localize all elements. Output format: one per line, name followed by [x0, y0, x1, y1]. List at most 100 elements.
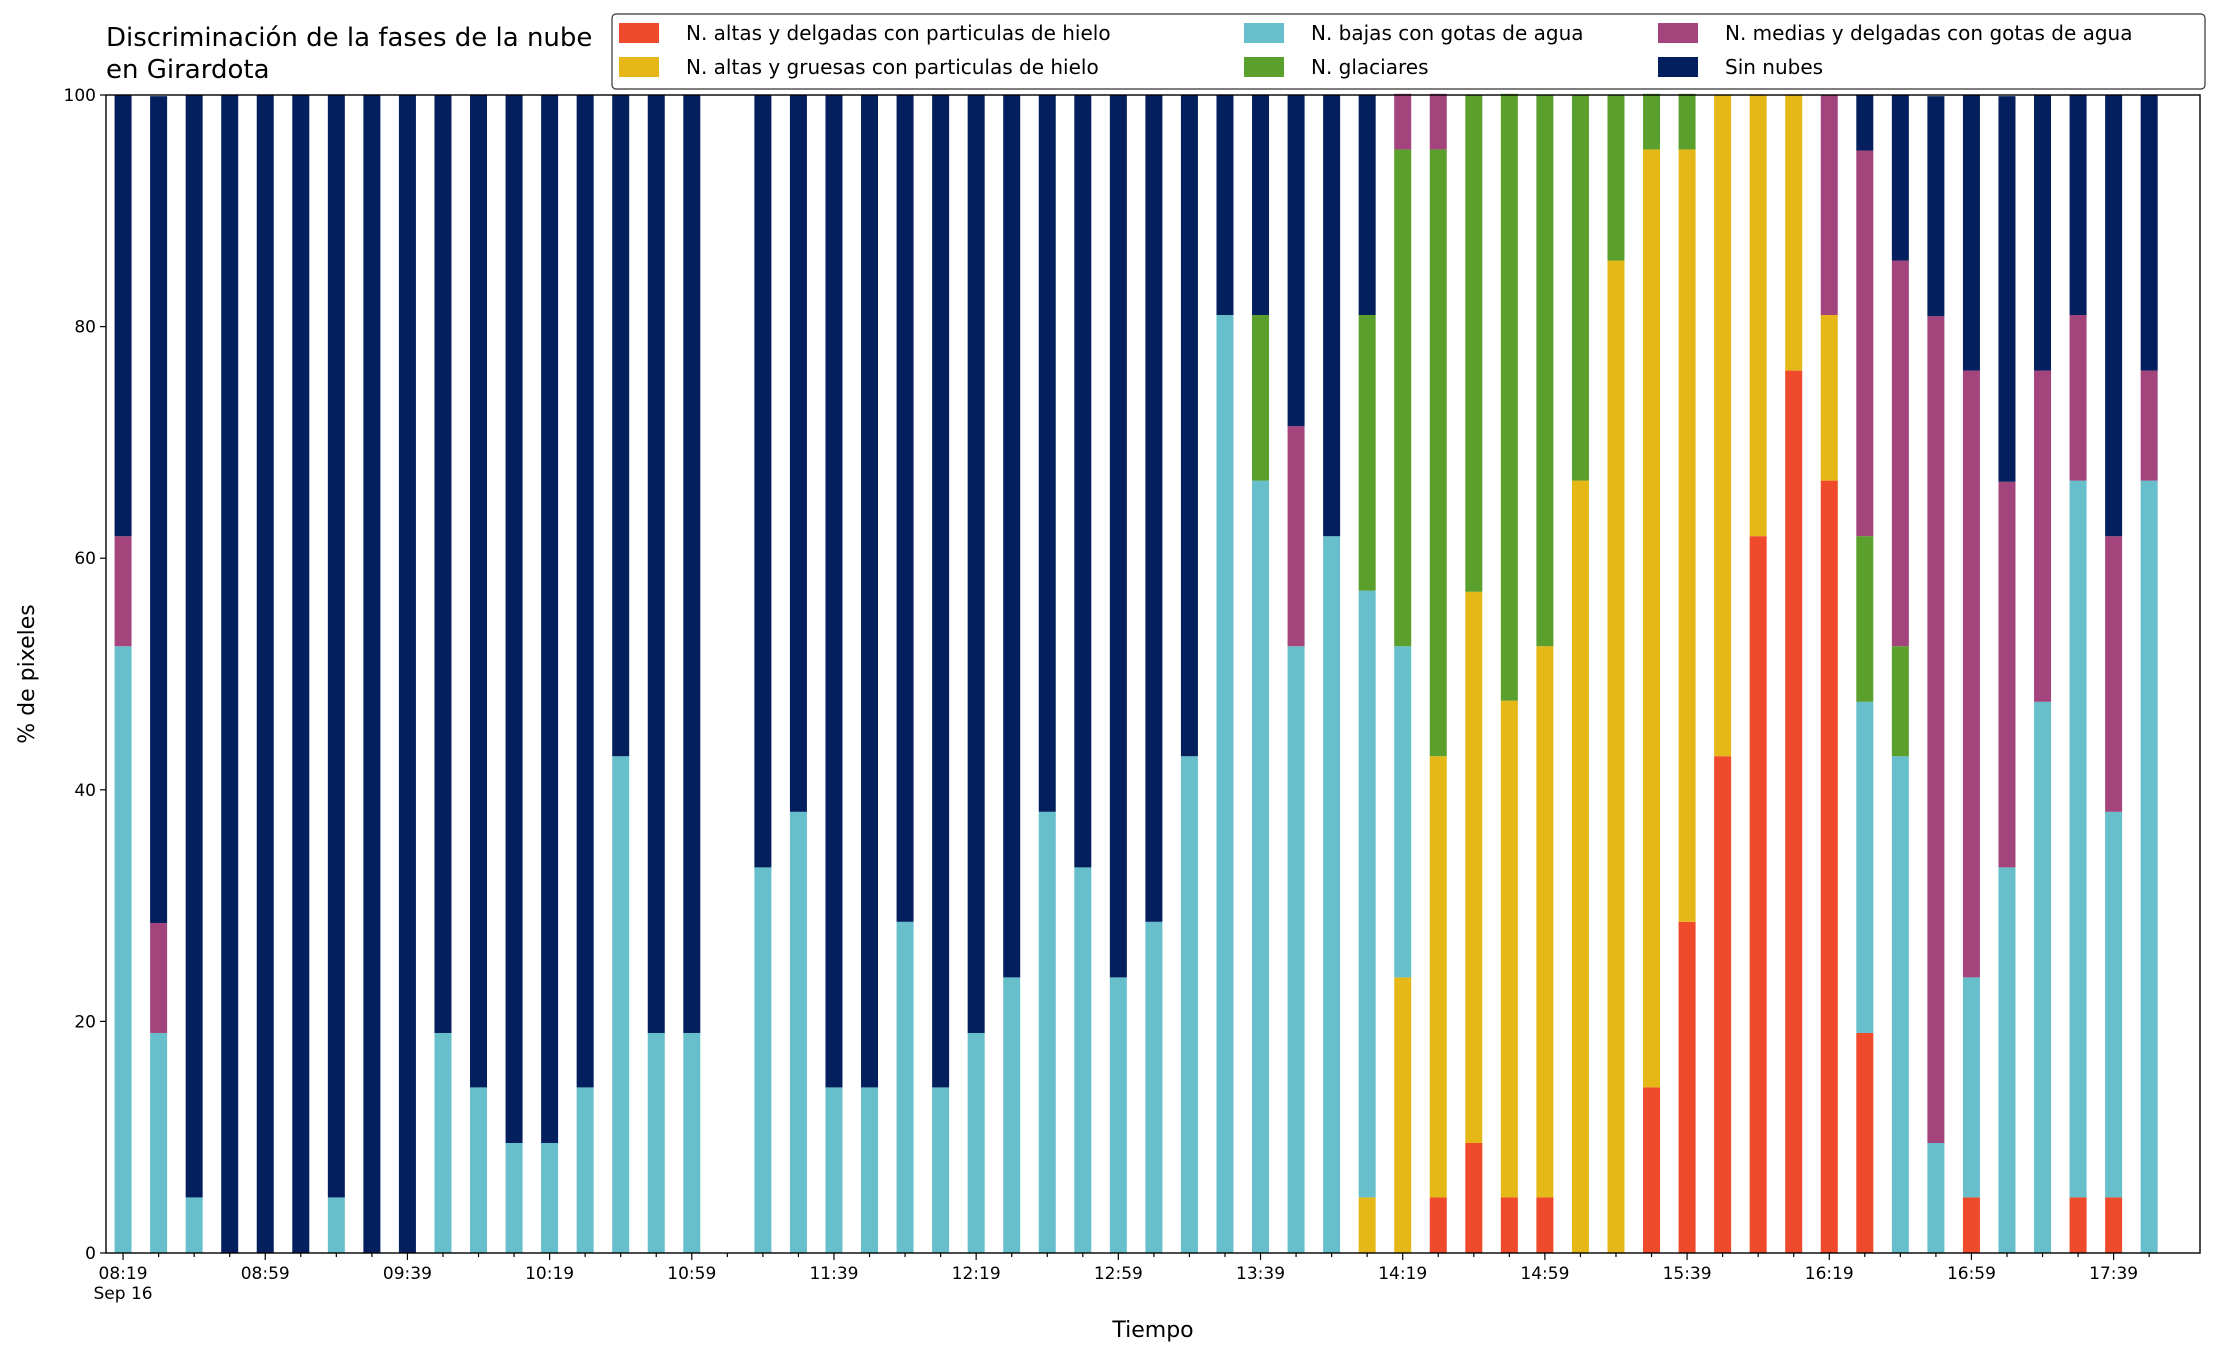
bar-segment — [932, 1087, 950, 1253]
bar-segment — [185, 95, 203, 1198]
bar-segment — [1856, 701, 1874, 1033]
bar-segment — [754, 95, 772, 868]
bar-segment — [1962, 977, 1980, 1198]
bar-segment — [470, 95, 488, 1088]
bar-segment — [1571, 480, 1589, 1253]
bar-segment — [2105, 536, 2123, 812]
bar-segment — [2034, 701, 2052, 1253]
bar-segment — [1145, 95, 1163, 922]
bar-segment — [1927, 96, 1945, 317]
bar-segment — [825, 1087, 843, 1253]
x-date-label: Sep 16 — [94, 1284, 153, 1304]
legend-swatch — [619, 23, 659, 43]
bar-segment — [221, 95, 239, 1253]
legend-swatch — [619, 57, 659, 77]
bar-segment — [327, 95, 345, 1198]
bar-segment — [114, 646, 132, 1253]
bar-segment — [541, 1142, 559, 1253]
legend-swatch — [1658, 23, 1698, 43]
bar-segment — [2034, 370, 2052, 702]
y-tick-label: 40 — [74, 781, 96, 801]
bar-segment — [1927, 1142, 1945, 1253]
bar-segment — [896, 921, 914, 1253]
bar-segment — [1998, 481, 2016, 868]
x-tick-label: 10:59 — [667, 1264, 716, 1284]
y-tick-label: 100 — [64, 86, 96, 106]
bar-segment — [1500, 1197, 1518, 1253]
bar-segment — [292, 95, 310, 1253]
bar-segment — [1180, 95, 1198, 757]
bar-segment — [505, 1142, 523, 1253]
bar-segment — [1394, 646, 1412, 978]
legend-label: N. altas y gruesas con particulas de hie… — [686, 55, 1099, 79]
x-tick-label: 08:59 — [241, 1264, 290, 1284]
bar-segment — [2105, 811, 2123, 1198]
bar-segment — [1891, 260, 1909, 647]
bar-segment — [647, 95, 665, 1033]
y-axis-label: % de pixeles — [15, 604, 40, 743]
bar-segment — [1465, 95, 1483, 592]
bar-segment — [1429, 756, 1447, 1198]
bar-segment — [1749, 95, 1767, 537]
x-tick-label: 12:59 — [1094, 1264, 1143, 1284]
bar-segment — [612, 756, 630, 1253]
bar-segment — [470, 1087, 488, 1253]
bar-segment — [683, 95, 701, 1033]
bar-segment — [576, 1087, 594, 1253]
bar-segment — [1785, 95, 1803, 371]
bar-segment — [256, 95, 274, 1253]
bar-segment — [1287, 426, 1305, 647]
bar-segment — [150, 96, 168, 923]
bar-segment — [2140, 95, 2158, 371]
x-tick-label: 15:39 — [1663, 1264, 1712, 1284]
x-tick-label: 13:39 — [1236, 1264, 1285, 1284]
bar-segment — [2069, 95, 2087, 316]
bar-segment — [1252, 315, 1270, 481]
bar-segment — [1323, 536, 1341, 1253]
bar-segment — [1429, 93, 1447, 150]
bar-segment — [576, 95, 594, 1088]
bar-segment — [114, 536, 132, 647]
legend-label: N. medias y delgadas con gotas de agua — [1725, 21, 2133, 45]
bar-segment — [1003, 977, 1021, 1253]
bar-segment — [1394, 93, 1412, 150]
bar-segment — [825, 95, 843, 1088]
bar-segment — [1678, 921, 1696, 1253]
legend-box — [611, 13, 2206, 90]
y-tick-label: 60 — [74, 549, 96, 569]
bar-segment — [505, 95, 523, 1143]
bar-segment — [1429, 149, 1447, 757]
bar-segment — [1536, 646, 1554, 1198]
x-tick-label: 16:19 — [1805, 1264, 1854, 1284]
bar-segment — [1820, 315, 1838, 481]
bar-segment — [932, 95, 950, 1088]
x-tick-label: 10:19 — [525, 1264, 574, 1284]
bar-segment — [2034, 95, 2052, 371]
bar-segment — [1429, 1197, 1447, 1253]
bar-segment — [185, 1197, 203, 1253]
legend-swatch — [1658, 57, 1698, 77]
bar-segment — [1820, 95, 1838, 316]
bar-segment — [2105, 1197, 2123, 1253]
bar-segment — [1109, 977, 1127, 1253]
bar-segment — [1607, 95, 1625, 261]
bar-segment — [1820, 480, 1838, 1253]
legend-label: Sin nubes — [1725, 55, 1823, 79]
bar-segment — [2069, 1197, 2087, 1253]
bar-segment — [1180, 756, 1198, 1253]
bar-segment — [1394, 977, 1412, 1253]
bar-segment — [1571, 95, 1589, 481]
bar-segment — [967, 1032, 985, 1253]
plot-frame — [105, 94, 2201, 1254]
bar-segment — [2140, 370, 2158, 481]
bar-segment — [150, 1032, 168, 1253]
bar-segment — [434, 1032, 452, 1253]
bar-segment — [1145, 921, 1163, 1253]
bar-segment — [150, 922, 168, 1033]
bar-segment — [1287, 95, 1305, 427]
bar-segment — [2069, 480, 2087, 1198]
bar-segment — [1856, 536, 1874, 702]
bar-segment — [398, 95, 416, 1253]
